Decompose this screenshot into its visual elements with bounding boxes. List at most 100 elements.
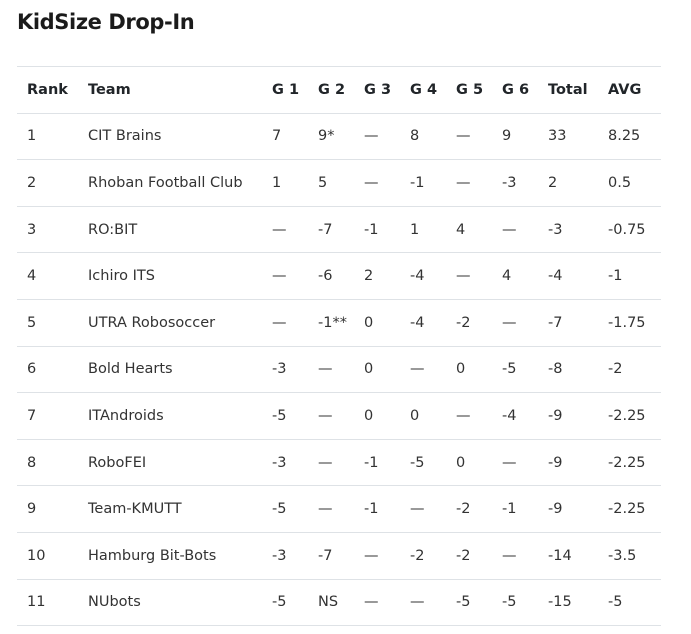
cell-team: Bold Hearts bbox=[78, 345, 262, 393]
cell-total: -9 bbox=[538, 392, 598, 440]
table-row: 11 NUbots -5 NS — — -5 -5 -15 -5 bbox=[17, 578, 661, 627]
cell-g3: 2 bbox=[354, 252, 400, 300]
cell-total: -4 bbox=[538, 252, 598, 300]
cell-rank: 7 bbox=[17, 392, 78, 440]
cell-rank: 1 bbox=[17, 112, 78, 160]
cell-team: RoboFEI bbox=[78, 438, 262, 486]
cell-g1: — bbox=[262, 252, 308, 300]
header-g6: G 6 bbox=[492, 66, 538, 114]
cell-team: NUbots bbox=[78, 578, 262, 627]
cell-g2: — bbox=[308, 438, 354, 486]
cell-g4: 0 bbox=[400, 392, 446, 440]
cell-rank: 10 bbox=[17, 531, 78, 580]
cell-team: UTRA Robosoccer bbox=[78, 298, 262, 347]
cell-team: ITAndroids bbox=[78, 392, 262, 440]
cell-g2: -7 bbox=[308, 205, 354, 253]
cell-g2: -1** bbox=[308, 298, 354, 347]
table-row: 5 UTRA Robosoccer — -1** 0 -4 -2— -7 -1.75 bbox=[17, 298, 661, 347]
cell-rank: 11 bbox=[17, 578, 78, 627]
header-avg: AVG bbox=[598, 66, 661, 114]
cell-avg: -2.25 bbox=[598, 392, 661, 440]
cell-g6: -5 bbox=[492, 345, 538, 393]
cell-g6: -3 bbox=[492, 159, 538, 207]
cell-g3: -1 bbox=[354, 485, 400, 533]
header-total: Total bbox=[538, 66, 598, 114]
cell-g6: -4 bbox=[492, 392, 538, 440]
header-g4: G 4 bbox=[400, 66, 446, 114]
cell-g5: — bbox=[446, 159, 492, 207]
table-header: Rank Team G 1 G 2 G 3 G 4 G 5 G 6 Total … bbox=[17, 66, 661, 114]
cell-avg: -0.75 bbox=[598, 205, 661, 253]
standings-table: Rank Team G 1 G 2 G 3 G 4 G 5 G 6 Total … bbox=[17, 66, 661, 627]
table-row: 10 Hamburg Bit-Bots -3 -7— -2 -2— -14 -3.5 bbox=[17, 531, 661, 580]
table-row: 1 CIT Brains 7 9* —8—9 33 8.25 bbox=[17, 112, 661, 160]
cell-g5: 0 bbox=[446, 345, 492, 393]
cell-rank: 4 bbox=[17, 252, 78, 300]
header-g3: G 3 bbox=[354, 66, 400, 114]
cell-g4: 1 bbox=[400, 205, 446, 253]
cell-avg: -1 bbox=[598, 252, 661, 300]
cell-g5: — bbox=[446, 112, 492, 160]
cell-g1: -5 bbox=[262, 392, 308, 440]
header-g2: G 2 bbox=[308, 66, 354, 114]
cell-g2: -6 bbox=[308, 252, 354, 300]
cell-rank: 9 bbox=[17, 485, 78, 533]
cell-rank: 8 bbox=[17, 438, 78, 486]
cell-g3: 0 bbox=[354, 345, 400, 393]
cell-g4: -4 bbox=[400, 252, 446, 300]
cell-g3: 0 bbox=[354, 392, 400, 440]
cell-g3: -1 bbox=[354, 205, 400, 253]
cell-total: 33 bbox=[538, 112, 598, 160]
cell-g5: 0 bbox=[446, 438, 492, 486]
cell-g6: — bbox=[492, 205, 538, 253]
table-row: 4 Ichiro ITS — -6 2 -4—4 -4 -1 bbox=[17, 252, 661, 300]
table-body: 1 CIT Brains 7 9* —8—9 33 8.25 2 Rhoban Football… bbox=[17, 112, 661, 627]
cell-g6: — bbox=[492, 298, 538, 347]
cell-rank: 5 bbox=[17, 298, 78, 347]
cell-team: Rhoban Football Club bbox=[78, 159, 262, 207]
cell-g2: 9* bbox=[308, 112, 354, 160]
cell-g3: -1 bbox=[354, 438, 400, 486]
cell-g2: 5 bbox=[308, 159, 354, 207]
cell-g3: — bbox=[354, 159, 400, 207]
cell-total: -15 bbox=[538, 578, 598, 627]
cell-avg: -1.75 bbox=[598, 298, 661, 347]
cell-team: Ichiro ITS bbox=[78, 252, 262, 300]
table-row: 9 Team-KMUTT -5— -1— -2 -1 -9 -2.25 bbox=[17, 485, 661, 533]
header-rank: Rank bbox=[17, 66, 78, 114]
cell-g2: — bbox=[308, 485, 354, 533]
cell-total: -3 bbox=[538, 205, 598, 253]
cell-g5: -2 bbox=[446, 485, 492, 533]
cell-g6: — bbox=[492, 531, 538, 580]
cell-rank: 6 bbox=[17, 345, 78, 393]
header-g1: G 1 bbox=[262, 66, 308, 114]
cell-avg: 8.25 bbox=[598, 112, 661, 160]
cell-g4: -4 bbox=[400, 298, 446, 347]
cell-g2: — bbox=[308, 345, 354, 393]
cell-total: -9 bbox=[538, 438, 598, 486]
cell-g1: 7 bbox=[262, 112, 308, 160]
cell-g5: -5 bbox=[446, 578, 492, 627]
cell-g4: -5 bbox=[400, 438, 446, 486]
cell-avg: -2 bbox=[598, 345, 661, 393]
cell-avg: -3.5 bbox=[598, 531, 661, 580]
cell-g4: — bbox=[400, 578, 446, 627]
cell-g4: 8 bbox=[400, 112, 446, 160]
cell-g4: -1 bbox=[400, 159, 446, 207]
cell-team: Team-KMUTT bbox=[78, 485, 262, 533]
cell-g5: — bbox=[446, 252, 492, 300]
cell-g1: -3 bbox=[262, 438, 308, 486]
cell-g1: -3 bbox=[262, 345, 308, 393]
cell-g1: -5 bbox=[262, 485, 308, 533]
cell-total: -7 bbox=[538, 298, 598, 347]
cell-rank: 3 bbox=[17, 205, 78, 253]
cell-g6: -1 bbox=[492, 485, 538, 533]
table-row: 3 RO:BIT — -7 -1 1 4— -3 -0.75 bbox=[17, 205, 661, 253]
cell-g4: -2 bbox=[400, 531, 446, 580]
cell-avg: -5 bbox=[598, 578, 661, 627]
header-g5: G 5 bbox=[446, 66, 492, 114]
table-row: 8 RoboFEI -3— -1 -5 0— -9 -2.25 bbox=[17, 438, 661, 486]
cell-g6: -5 bbox=[492, 578, 538, 627]
cell-avg: -2.25 bbox=[598, 485, 661, 533]
cell-g1: 1 bbox=[262, 159, 308, 207]
